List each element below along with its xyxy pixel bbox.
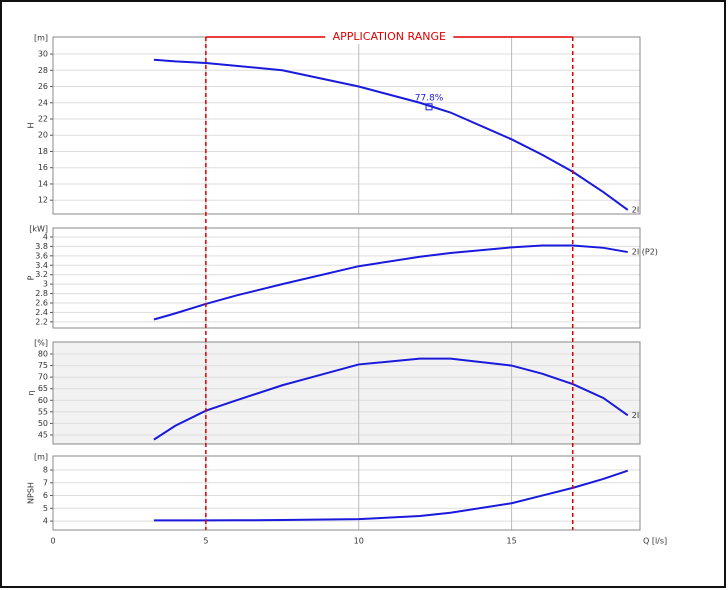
y-tick-label: 8 xyxy=(43,466,48,475)
y-tick-label: 20 xyxy=(38,131,48,140)
y-tick-label: 28 xyxy=(38,66,48,75)
panel-border xyxy=(52,341,641,445)
y-tick-label: 2.2 xyxy=(35,317,48,326)
y-tick-label: 2.8 xyxy=(35,289,48,298)
y-unit: [kW] xyxy=(29,225,48,234)
y-unit: [m] xyxy=(34,453,48,462)
y-tick-label: 24 xyxy=(38,98,48,107)
panel-background xyxy=(53,342,640,444)
y-tick-label: 16 xyxy=(38,163,48,172)
y-axis-label: η xyxy=(27,390,36,395)
y-tick-label: 26 xyxy=(38,82,48,91)
y-tick-label: 18 xyxy=(38,147,48,156)
panel-background xyxy=(53,228,640,328)
y-unit: [m] xyxy=(34,34,48,43)
y-tick-label: 4 xyxy=(43,232,48,241)
panel-border xyxy=(52,455,641,531)
y-tick-label: 7 xyxy=(43,478,48,487)
range-label: APPLICATION RANGE xyxy=(333,30,446,43)
y-tick-label: 55 xyxy=(38,407,48,416)
y-tick-label: 14 xyxy=(38,179,48,188)
y-tick-label: 65 xyxy=(38,384,48,393)
panel-border xyxy=(52,227,641,329)
annotation-label: 77.8% xyxy=(415,93,444,103)
y-unit: [%] xyxy=(34,339,48,348)
operating-point xyxy=(425,103,433,111)
y-tick-label: 30 xyxy=(38,50,48,59)
y-tick-label: 3 xyxy=(43,280,48,289)
legend-label: 2I xyxy=(632,411,639,420)
range-label-bg xyxy=(325,30,454,44)
panel-background xyxy=(53,456,640,530)
y-tick-label: 60 xyxy=(38,396,48,405)
y-tick-label: 6 xyxy=(43,491,48,500)
legend-label: 2I xyxy=(632,205,639,214)
y-tick-label: 3.8 xyxy=(35,242,48,251)
y-axis-label: H xyxy=(27,122,36,128)
y-axis-label: P xyxy=(27,275,36,280)
y-tick-label: 80 xyxy=(38,350,48,359)
x-tick-label: 15 xyxy=(507,537,517,546)
y-tick-label: 75 xyxy=(38,361,48,370)
y-tick-label: 50 xyxy=(38,419,48,428)
y-tick-label: 3.6 xyxy=(35,251,48,260)
x-axis-label: Q [l/s] xyxy=(643,537,667,546)
x-tick-label: 10 xyxy=(354,537,364,546)
x-tick-label: 0 xyxy=(50,537,55,546)
y-tick-label: 3.4 xyxy=(35,261,48,270)
y-tick-label: 2.4 xyxy=(35,308,48,317)
y-tick-label: 70 xyxy=(38,373,48,382)
y-tick-label: 22 xyxy=(38,115,48,124)
y-tick-label: 12 xyxy=(38,196,48,205)
y-axis-label: NPSH xyxy=(27,482,36,504)
panel-background xyxy=(53,37,640,214)
y-tick-label: 2.6 xyxy=(35,299,48,308)
y-tick-label: 3.2 xyxy=(35,270,48,279)
x-tick-label: 5 xyxy=(203,537,208,546)
legend-label: 2I (P2) xyxy=(632,248,658,257)
y-tick-label: 5 xyxy=(43,504,48,513)
y-tick-label: 4 xyxy=(43,517,48,526)
y-tick-label: 45 xyxy=(38,430,48,439)
